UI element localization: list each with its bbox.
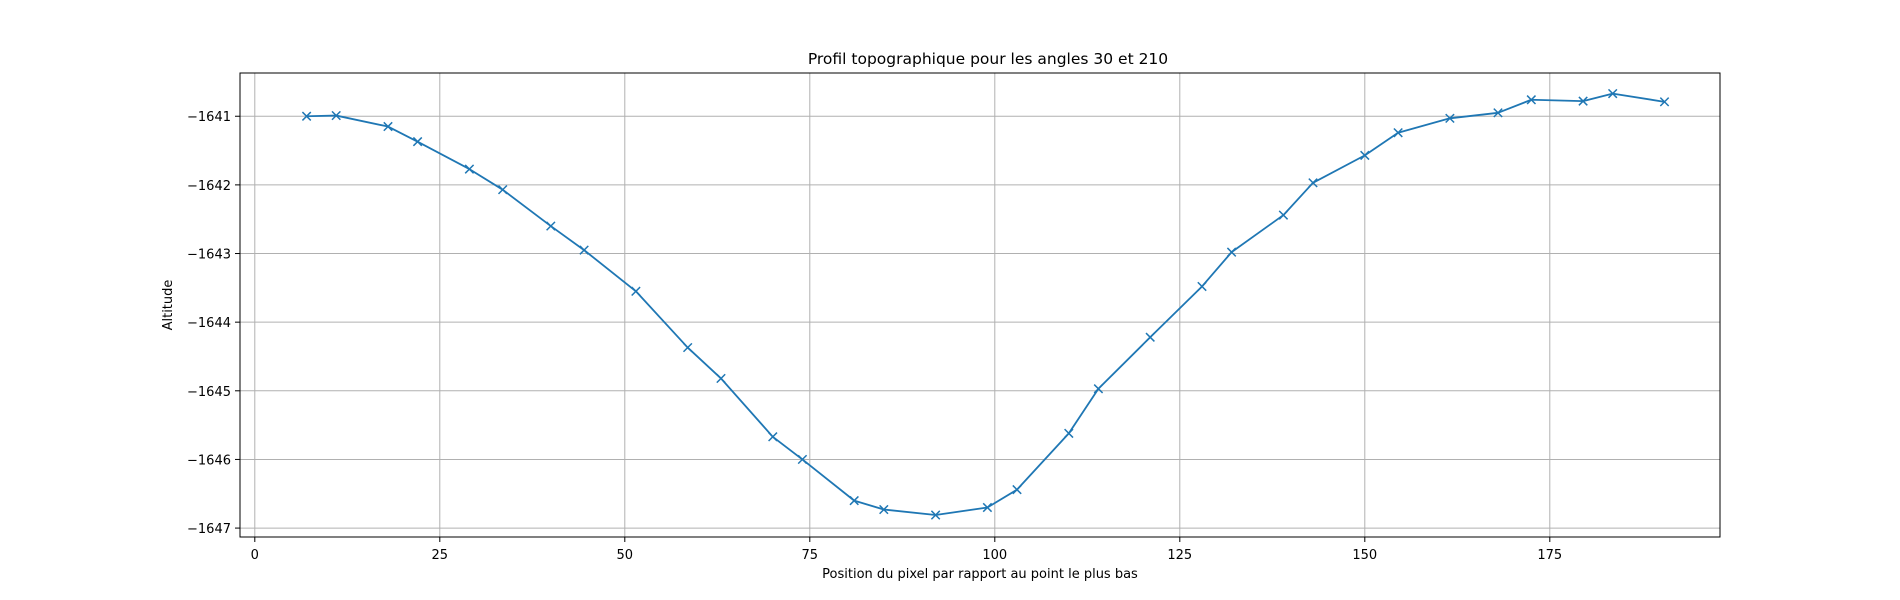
data-point-marker <box>930 510 941 520</box>
grid <box>240 73 1720 537</box>
y-axis-label: Altitude <box>161 280 176 331</box>
data-point-marker <box>716 373 726 384</box>
data-point-marker <box>1493 108 1503 118</box>
y-tick-label: −1645 <box>187 385 231 400</box>
data-point-marker <box>1526 95 1537 105</box>
data-point-marker <box>768 432 778 442</box>
data-point-marker <box>497 184 508 195</box>
data-point-marker <box>797 454 808 465</box>
data-point-marker <box>1145 332 1155 342</box>
data-point-marker <box>464 164 475 174</box>
data-point-marker <box>879 504 889 515</box>
data-point-marker <box>1226 247 1237 257</box>
data-point-marker <box>1445 113 1455 124</box>
data-point-marker <box>546 221 556 231</box>
data-point-marker <box>631 286 641 297</box>
data-point-marker <box>1578 96 1588 106</box>
y-tick-label: −1643 <box>187 248 231 263</box>
data-point-marker <box>1308 178 1318 188</box>
x-tick-label: 50 <box>617 548 634 563</box>
y-tick-label: −1647 <box>187 522 231 537</box>
series-line <box>301 88 1670 520</box>
data-point-marker <box>1197 281 1207 292</box>
data-point-marker <box>1012 484 1022 495</box>
x-tick-label: 150 <box>1352 548 1377 563</box>
data-point-marker <box>331 110 341 121</box>
chart-title: Profil topographique pour les angles 30 … <box>808 50 1168 68</box>
data-point-marker <box>1393 127 1403 138</box>
x-axis: 0 25 50 75 100 125 150 175 <box>251 537 1562 563</box>
data-point-marker <box>849 495 859 506</box>
y-axis: −1641 −1642 −1643 −1644 −1645 −1646 −1647 <box>187 110 240 537</box>
x-tick-label: 25 <box>432 548 449 563</box>
data-point-marker <box>383 121 393 132</box>
x-axis-label: Position du pixel par rapport au point l… <box>822 567 1138 582</box>
data-point-marker <box>579 245 589 255</box>
data-point-marker <box>1278 210 1289 220</box>
data-point-marker <box>301 111 312 121</box>
data-point-marker <box>1093 384 1104 394</box>
y-tick-label: −1641 <box>187 110 231 125</box>
x-tick-label: 0 <box>251 548 259 563</box>
x-tick-label: 75 <box>802 548 819 563</box>
y-tick-label: −1642 <box>187 179 231 194</box>
data-point-marker <box>1064 428 1074 439</box>
data-point-marker <box>682 342 693 353</box>
data-point-marker <box>1607 88 1618 99</box>
series-line-path <box>306 92 1665 516</box>
data-point-marker <box>982 502 993 513</box>
plot-area <box>239 72 1721 538</box>
data-point-marker <box>1360 150 1370 161</box>
y-tick-label: −1644 <box>187 316 231 331</box>
data-point-marker <box>1659 97 1670 107</box>
x-tick-label: 125 <box>1167 548 1192 563</box>
y-tick-label: −1646 <box>187 453 231 468</box>
x-tick-label: 100 <box>982 548 1007 563</box>
x-tick-label: 175 <box>1537 548 1562 563</box>
data-point-marker <box>412 136 423 147</box>
